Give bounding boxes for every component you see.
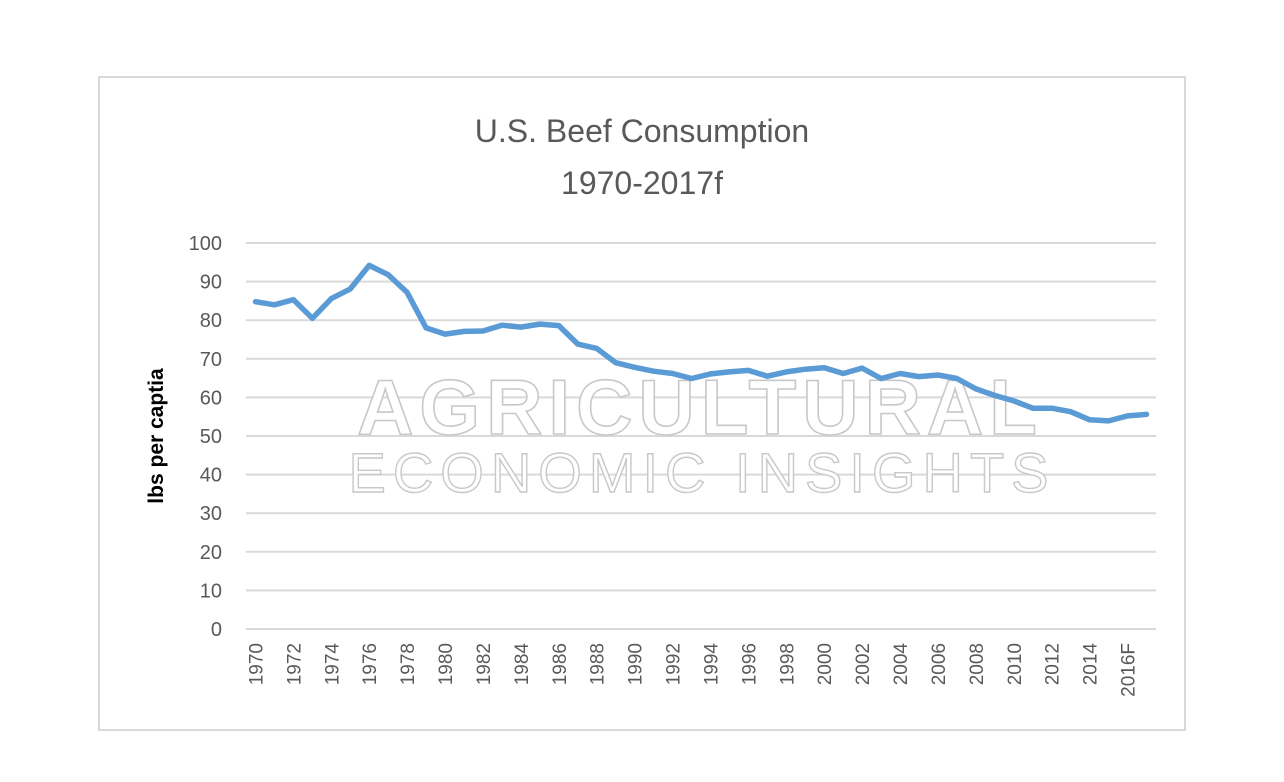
data-point-2010 bbox=[1011, 398, 1017, 404]
x-tick-label: 2000 bbox=[815, 643, 836, 685]
data-point-1971 bbox=[271, 302, 277, 308]
series-line bbox=[252, 262, 1150, 424]
data-point-1987 bbox=[575, 341, 581, 347]
x-tick-label: 2008 bbox=[967, 643, 988, 685]
x-tick-label: 1998 bbox=[777, 643, 798, 685]
data-point-1985 bbox=[537, 321, 543, 327]
x-tick-label: 2004 bbox=[891, 643, 912, 686]
x-tick-label: 2012 bbox=[1043, 643, 1064, 685]
x-tick-label: 1978 bbox=[398, 643, 419, 685]
x-tick-label: 1986 bbox=[550, 643, 571, 685]
x-tick-label: 1976 bbox=[360, 643, 381, 685]
y-tick-label: 0 bbox=[211, 619, 222, 641]
x-tick-label: 2014 bbox=[1081, 643, 1102, 686]
data-point-1973 bbox=[309, 315, 315, 321]
data-point-1970 bbox=[253, 299, 258, 305]
y-tick-label: 90 bbox=[200, 272, 222, 294]
x-tick-label: 2016F bbox=[1119, 643, 1140, 697]
data-point-1991 bbox=[651, 368, 657, 374]
data-point-1979 bbox=[423, 325, 429, 331]
data-point-1972 bbox=[290, 297, 296, 303]
data-point-2009 bbox=[992, 393, 998, 398]
y-tick-label: 40 bbox=[200, 465, 222, 487]
x-tick-label: 1970 bbox=[246, 643, 267, 685]
data-point-2002 bbox=[859, 365, 865, 371]
data-point-1995 bbox=[726, 369, 732, 375]
data-point-1976 bbox=[366, 262, 372, 268]
x-axis-ticks: 1970 1972 1974 1976 1978 1980 1982 1984 1986 1988… bbox=[246, 643, 1139, 697]
y-axis-label: lbs per captia bbox=[145, 368, 168, 504]
x-tick-label: 2002 bbox=[853, 643, 874, 685]
data-point-2016F bbox=[1125, 413, 1131, 419]
data-point-2007 bbox=[954, 376, 960, 381]
data-point-1986 bbox=[556, 323, 562, 329]
line-chart: U.S. Beef Consumption 1970-2017f 0 10 20 30… bbox=[145, 113, 1156, 697]
gridlines bbox=[246, 242, 1156, 630]
data-point-1984 bbox=[518, 324, 524, 330]
x-tick-label: 1990 bbox=[626, 643, 647, 685]
x-tick-label: 1992 bbox=[664, 643, 685, 685]
data-point-2003 bbox=[878, 376, 884, 381]
data-point-1990 bbox=[632, 364, 638, 370]
data-point-1998 bbox=[783, 369, 789, 375]
data-point-1980 bbox=[442, 331, 448, 337]
x-tick-label: 1972 bbox=[284, 643, 305, 685]
data-point-2006 bbox=[935, 372, 941, 378]
data-point-1999 bbox=[802, 366, 808, 372]
data-point-1982 bbox=[480, 328, 486, 334]
data-point-1975 bbox=[347, 286, 353, 292]
series-layer bbox=[252, 262, 1150, 424]
y-tick-label: 60 bbox=[200, 387, 222, 409]
watermark-line-2: ECONOMIC INSIGHTS bbox=[348, 441, 1055, 504]
x-tick-label: 1988 bbox=[588, 643, 609, 685]
chart-title-line-2: 1970-2017f bbox=[561, 165, 723, 201]
y-tick-label: 70 bbox=[200, 349, 222, 371]
x-tick-label: 1994 bbox=[701, 643, 722, 686]
y-tick-label: 100 bbox=[189, 233, 222, 255]
data-point-2014 bbox=[1087, 417, 1093, 423]
data-point-1978 bbox=[404, 289, 410, 295]
x-tick-label: 1996 bbox=[739, 643, 760, 685]
y-tick-label: 10 bbox=[200, 580, 222, 602]
data-point-2001 bbox=[840, 371, 846, 376]
data-point-1993 bbox=[689, 376, 694, 381]
y-tick-label: 80 bbox=[200, 310, 222, 332]
data-point-2012 bbox=[1049, 405, 1055, 411]
data-point-2008 bbox=[973, 386, 979, 392]
y-tick-label: 50 bbox=[200, 426, 222, 448]
data-point-1997 bbox=[764, 373, 770, 379]
y-axis-ticks: 0 10 20 30 40 50 60 70 80 90 100 bbox=[189, 233, 222, 641]
y-tick-label: 30 bbox=[200, 503, 222, 525]
data-point-2013 bbox=[1068, 409, 1074, 415]
x-tick-label: 1982 bbox=[474, 643, 495, 685]
data-point-1992 bbox=[670, 371, 676, 376]
chart-title-line-1: U.S. Beef Consumption bbox=[475, 113, 809, 149]
data-point-2004 bbox=[897, 371, 903, 376]
chart-frame: U.S. Beef Consumption 1970-2017f 0 10 20 30… bbox=[98, 76, 1186, 731]
x-tick-label: 2006 bbox=[929, 643, 950, 685]
data-point-1974 bbox=[328, 296, 334, 302]
data-point-2000 bbox=[821, 365, 827, 371]
data-point-2011 bbox=[1030, 405, 1036, 411]
data-point-1981 bbox=[461, 328, 467, 334]
y-tick-label: 20 bbox=[200, 542, 222, 564]
data-point-1988 bbox=[594, 345, 600, 351]
data-point-1996 bbox=[745, 367, 751, 373]
x-tick-label: 1974 bbox=[322, 643, 343, 686]
data-point-1989 bbox=[613, 360, 619, 366]
data-point-1983 bbox=[499, 322, 505, 328]
data-point-2015 bbox=[1106, 418, 1112, 424]
watermark: AGRICULTURAL ECONOMIC INSIGHTS bbox=[348, 362, 1055, 505]
data-point-2005 bbox=[916, 374, 922, 380]
data-point-1994 bbox=[708, 371, 713, 377]
data-point-1977 bbox=[385, 272, 391, 278]
data-point-2017F bbox=[1144, 411, 1149, 417]
x-tick-label: 2010 bbox=[1005, 643, 1026, 685]
x-tick-label: 1984 bbox=[512, 643, 533, 686]
x-tick-label: 1980 bbox=[436, 643, 457, 685]
